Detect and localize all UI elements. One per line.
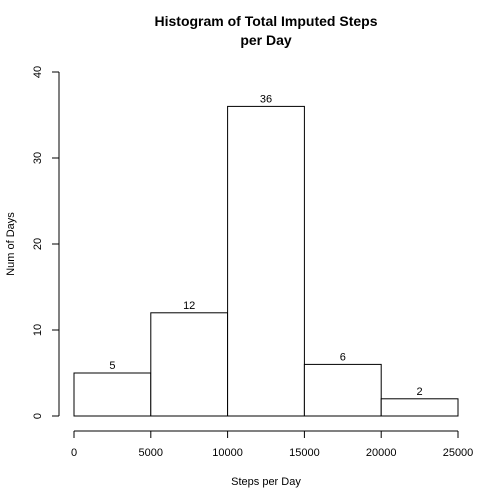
bar-data-label: 5 bbox=[109, 360, 115, 372]
bar-data-label: 12 bbox=[183, 300, 195, 312]
y-tick-label: 0 bbox=[32, 413, 44, 419]
histogram-bar bbox=[303, 363, 382, 417]
bars-group bbox=[73, 105, 459, 417]
histogram-bar bbox=[380, 398, 459, 417]
x-axis: 0 5000 10000 15000 20000 25000 bbox=[71, 430, 474, 459]
x-tick-label: 0 bbox=[71, 447, 77, 459]
x-axis-label: Steps per Day bbox=[231, 476, 301, 488]
histogram-bar bbox=[73, 372, 152, 417]
y-tick-label: 30 bbox=[32, 152, 44, 164]
bar-data-label: 36 bbox=[260, 93, 272, 105]
x-tick-label: 20000 bbox=[366, 447, 397, 459]
x-tick-label: 15000 bbox=[289, 447, 320, 459]
histogram-bar bbox=[227, 105, 305, 417]
histogram-bar bbox=[150, 312, 229, 417]
y-tick-label: 20 bbox=[32, 238, 44, 250]
data-labels-group: 5 12 36 6 2 bbox=[109, 93, 422, 397]
chart-title-line-1: Histogram of Total Imputed Steps bbox=[155, 13, 378, 29]
x-tick-label: 25000 bbox=[443, 447, 474, 459]
y-axis-label: Num of Days bbox=[5, 212, 17, 276]
chart-title-line-2: per Day bbox=[240, 32, 292, 48]
bar-data-label: 2 bbox=[417, 386, 423, 398]
x-tick-label: 5000 bbox=[139, 447, 163, 459]
bar-data-label: 6 bbox=[340, 351, 346, 363]
y-tick-label: 40 bbox=[32, 66, 44, 78]
y-tick-label: 10 bbox=[32, 324, 44, 336]
x-tick-label: 10000 bbox=[212, 447, 243, 459]
y-axis: 0 10 20 30 40 bbox=[32, 66, 60, 419]
